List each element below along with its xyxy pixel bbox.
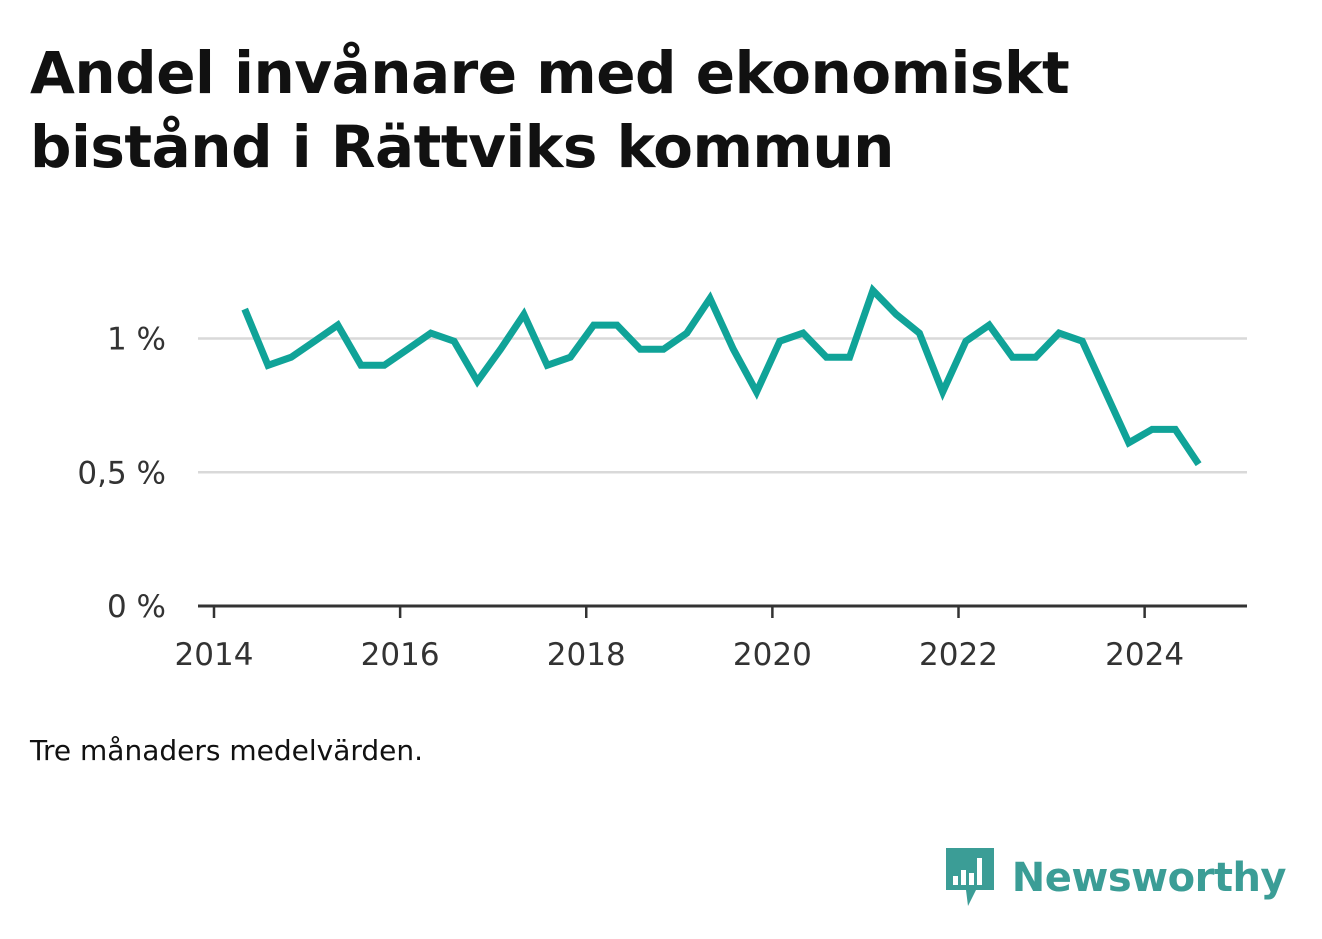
line-chart: 0 % 0,5 % 1 % 2014 2016 2018 2020 2022 2024 — [77, 283, 1247, 673]
chart-title-line-2: bistånd i Rättviks kommun — [30, 113, 894, 181]
x-tick-label: 2024 — [1105, 637, 1184, 673]
newsworthy-logo[interactable]: Newsworthy — [945, 846, 1287, 910]
chart-title-line-1: Andel invånare med ekonomiskt — [30, 39, 1070, 107]
y-tick-label: 1 % — [107, 322, 166, 358]
y-tick-label: 0 % — [107, 589, 166, 625]
x-axis-tick-labels: 2014 2016 2018 2020 2022 2024 — [175, 637, 1185, 673]
y-axis-tick-labels: 0 % 0,5 % 1 % — [77, 322, 166, 626]
brand-name: Newsworthy — [1011, 855, 1287, 901]
data-series-line — [241, 283, 1202, 467]
x-tick-label: 2016 — [361, 637, 440, 673]
y-tick-label: 0,5 % — [77, 455, 166, 491]
chart-note: Tre månaders medelvärden. — [30, 734, 424, 767]
series-layer — [241, 283, 1202, 467]
x-tick-label: 2022 — [919, 637, 998, 673]
chart-title: Andel invånare med ekonomiskt bistånd i … — [30, 36, 1230, 184]
x-tick-label: 2018 — [547, 637, 626, 673]
x-tick-label: 2014 — [175, 637, 254, 673]
x-tick-label: 2020 — [733, 637, 812, 673]
x-axis — [198, 604, 1247, 618]
newsworthy-bar-chart-icon — [945, 848, 994, 906]
